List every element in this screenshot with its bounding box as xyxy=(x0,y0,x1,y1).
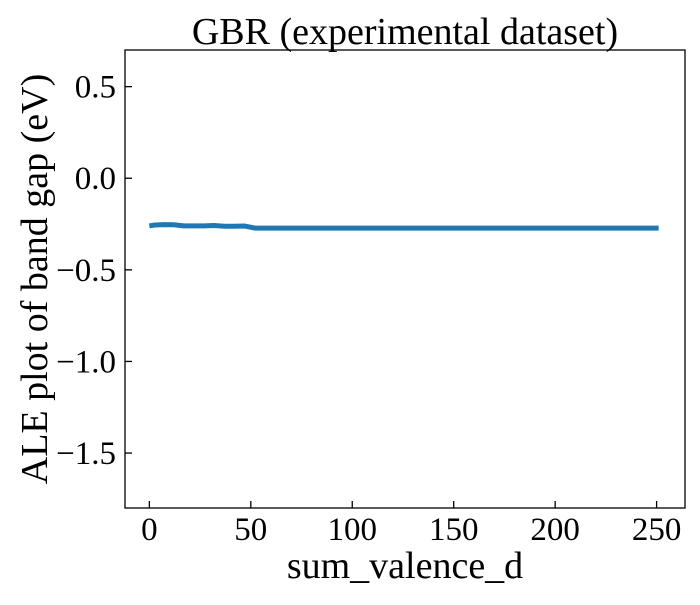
plot-area: 0 50 100 150 200 250 0.5 0.0 −0.5 −1.0 −1.5 xyxy=(56,49,686,548)
x-tick-label: 250 xyxy=(632,512,682,548)
x-tick-label: 0 xyxy=(141,512,158,548)
x-tick-label: 50 xyxy=(234,512,267,548)
y-tick-label: −1.5 xyxy=(56,436,116,472)
y-tick-label: 0.5 xyxy=(75,70,116,106)
y-tick-label: 0.0 xyxy=(75,161,116,197)
x-tick-label: 200 xyxy=(530,512,580,548)
y-tick-label: −0.5 xyxy=(56,253,116,289)
x-tick-label: 100 xyxy=(327,512,377,548)
series-line xyxy=(148,222,659,231)
chart-title: GBR (experimental dataset) xyxy=(192,11,618,53)
y-axis-label: ALE plot of band gap (eV) xyxy=(14,74,56,485)
plot-frame xyxy=(124,49,686,509)
x-axis-label: sum_valence_d xyxy=(287,545,523,587)
y-tick-label: −1.0 xyxy=(56,344,116,380)
x-tick-label: 150 xyxy=(429,512,479,548)
